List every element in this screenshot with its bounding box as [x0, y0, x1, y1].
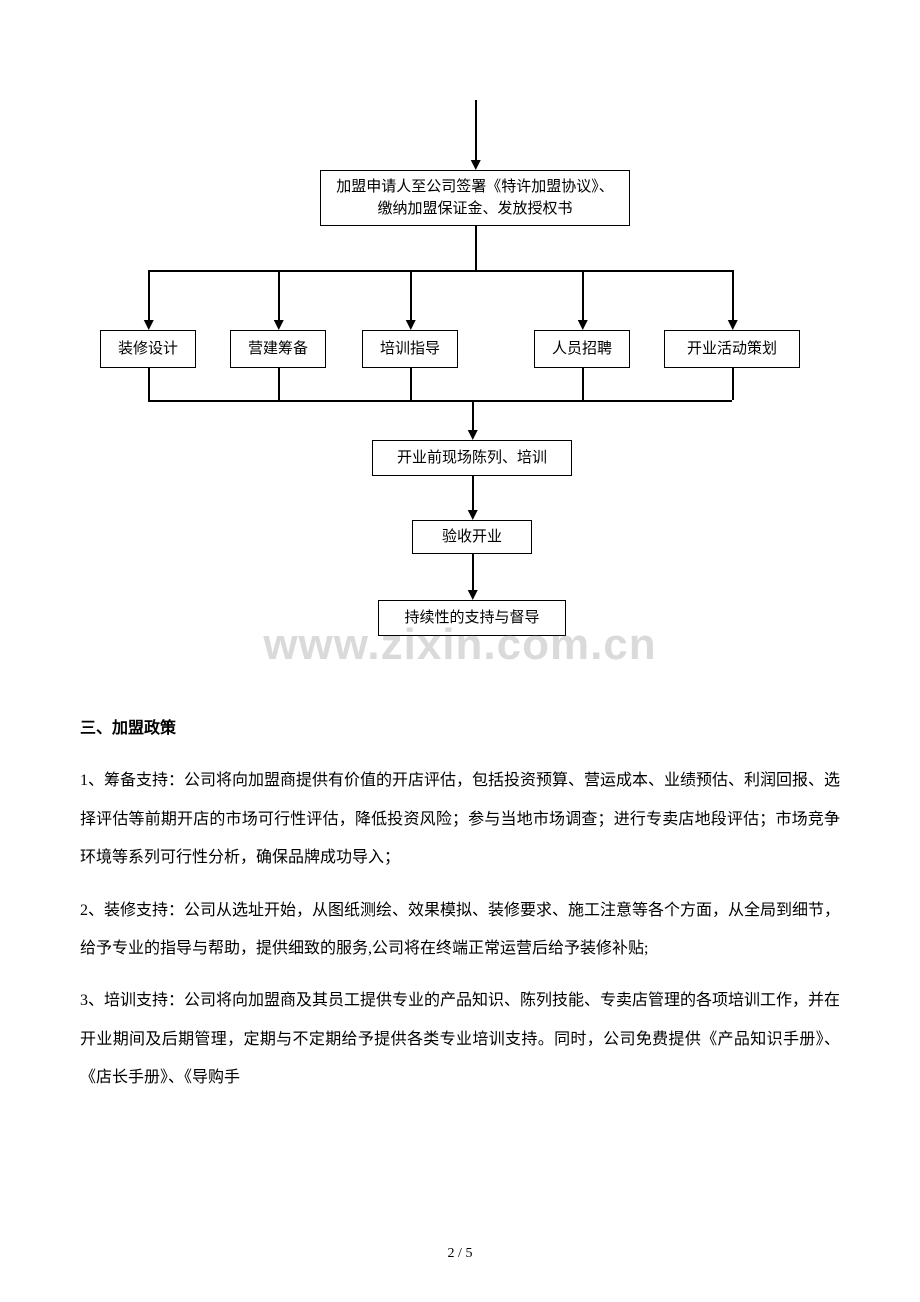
flow-node-label: 加盟申请人至公司签署《特许加盟协议》、缴纳加盟保证金、发放授权书 [329, 176, 621, 221]
flow-edge [582, 270, 584, 320]
flow-edge [582, 368, 584, 400]
flow-node-top: 加盟申请人至公司签署《特许加盟协议》、缴纳加盟保证金、发放授权书 [320, 170, 630, 226]
flow-edge [732, 270, 734, 320]
section-heading: 三、加盟政策 [80, 710, 840, 748]
flow-edge [148, 270, 150, 320]
flow-edge [472, 400, 474, 430]
arrow-icon [578, 320, 588, 330]
flow-node-label: 人员招聘 [552, 338, 612, 361]
flow-node-branch-1: 装修设计 [100, 330, 196, 368]
flow-node-accept: 验收开业 [412, 520, 532, 554]
arrow-icon [144, 320, 154, 330]
page-number: 2 / 5 [448, 1246, 473, 1262]
flow-edge [475, 226, 477, 270]
arrow-icon [468, 510, 478, 520]
flow-edge [410, 270, 412, 320]
flow-edge [278, 270, 280, 320]
flow-node-label: 验收开业 [442, 526, 502, 549]
flow-node-label: 开业活动策划 [687, 338, 777, 361]
flow-node-mid: 开业前现场陈列、培训 [372, 440, 572, 476]
flow-edge [148, 368, 150, 400]
flow-node-label: 培训指导 [380, 338, 440, 361]
flow-node-branch-2: 营建筹备 [230, 330, 326, 368]
arrow-icon [468, 430, 478, 440]
paragraph-3: 3、培训支持：公司将向加盟商及其员工提供专业的产品知识、陈列技能、专卖店管理的各… [80, 982, 840, 1097]
paragraph-1: 1、筹备支持：公司将向加盟商提供有价值的开店评估，包括投资预算、营运成本、业绩预… [80, 762, 840, 877]
flow-edge [148, 270, 732, 272]
flow-node-label: 装修设计 [118, 338, 178, 361]
flow-edge [278, 368, 280, 400]
arrow-icon [471, 160, 481, 170]
flow-edge [472, 554, 474, 590]
arrow-icon [728, 320, 738, 330]
flow-edge [732, 368, 734, 400]
franchise-flowchart: 加盟申请人至公司签署《特许加盟协议》、缴纳加盟保证金、发放授权书 装修设计 营建… [80, 100, 840, 670]
flow-node-branch-3: 培训指导 [362, 330, 458, 368]
flow-node-label: 营建筹备 [248, 338, 308, 361]
flow-node-branch-4: 人员招聘 [534, 330, 630, 368]
flow-edge [148, 400, 732, 402]
flow-edge [410, 368, 412, 400]
flow-node-label: 持续性的支持与督导 [404, 607, 539, 630]
paragraph-2: 2、装修支持：公司从选址开始，从图纸测绘、效果模拟、装修要求、施工注意等各个方面… [80, 892, 840, 969]
arrow-icon [468, 590, 478, 600]
document-body: 三、加盟政策 1、筹备支持：公司将向加盟商提供有价值的开店评估，包括投资预算、营… [80, 710, 840, 1098]
flow-node-branch-5: 开业活动策划 [664, 330, 800, 368]
flow-edge [472, 476, 474, 510]
flow-edge [475, 100, 477, 160]
arrow-icon [406, 320, 416, 330]
flow-node-last: 持续性的支持与督导 [378, 600, 566, 636]
arrow-icon [274, 320, 284, 330]
flow-node-label: 开业前现场陈列、培训 [397, 447, 547, 470]
